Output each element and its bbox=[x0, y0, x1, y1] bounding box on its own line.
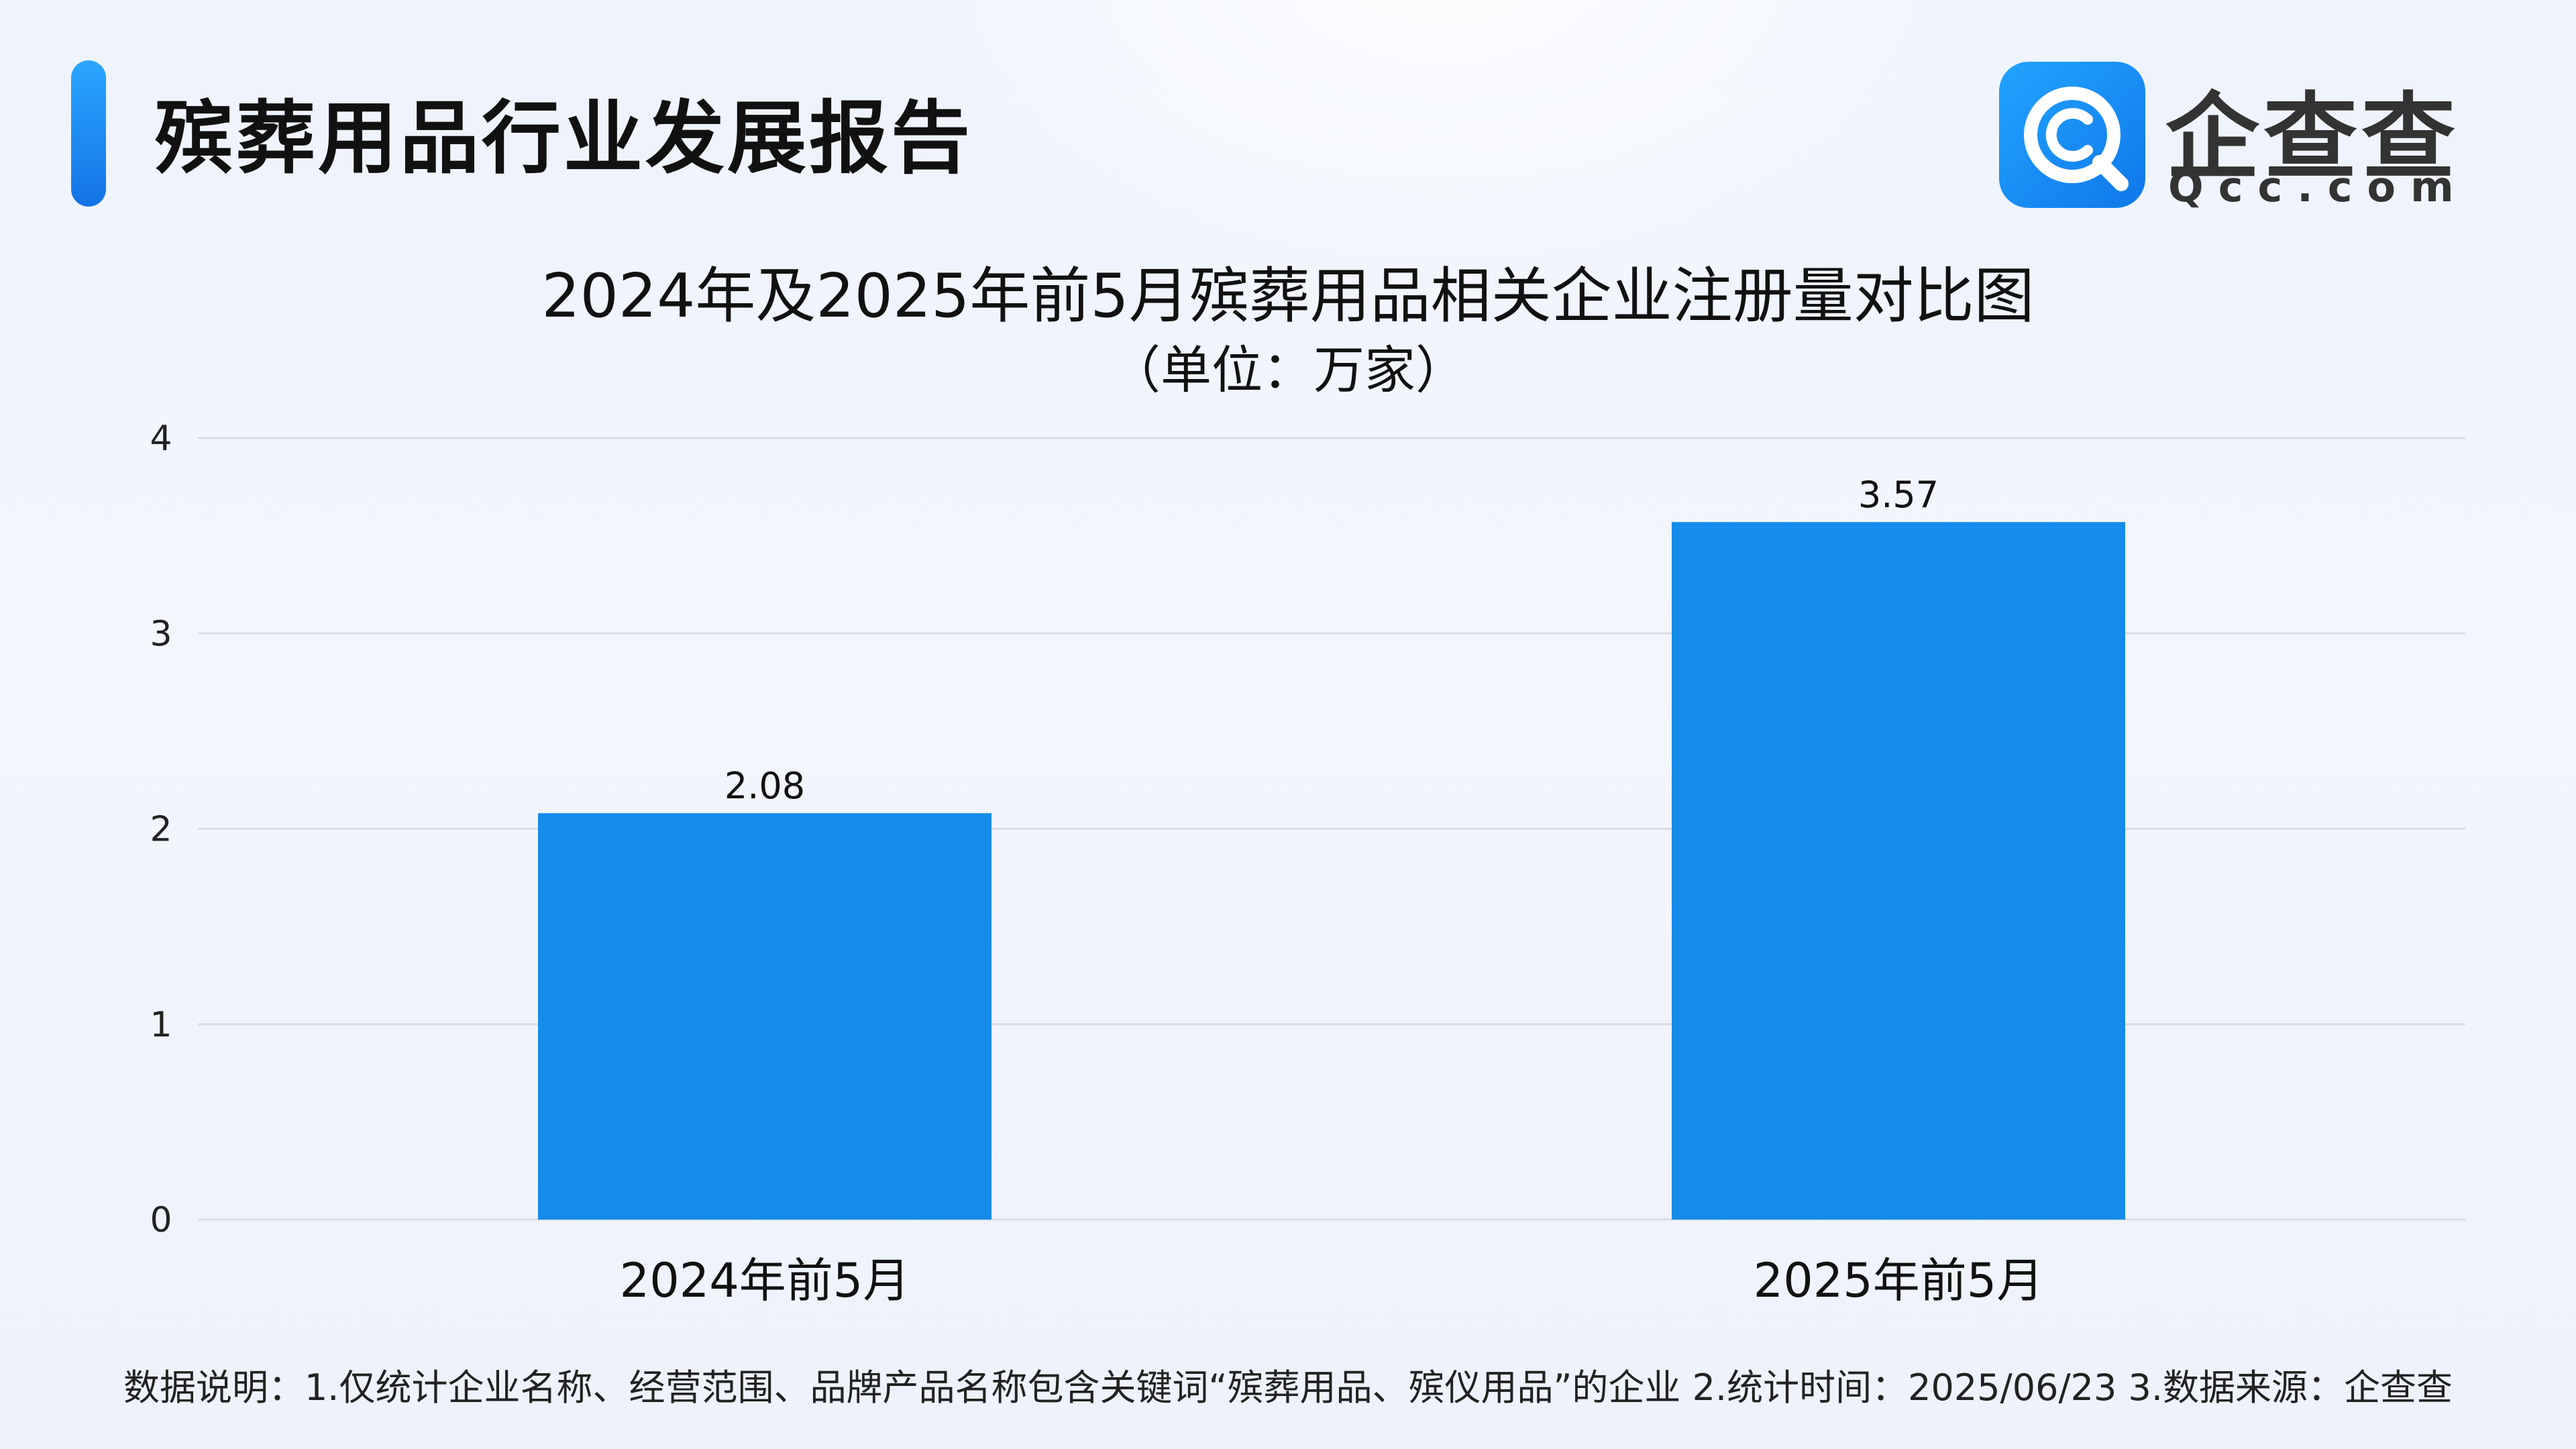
logo-subtext: Qcc.com bbox=[2168, 162, 2469, 211]
qcc-logo-icon bbox=[1999, 62, 2145, 208]
bar bbox=[538, 813, 991, 1220]
bar-value-label: 3.57 bbox=[1858, 474, 1939, 516]
y-tick-label: 2 bbox=[150, 810, 172, 850]
report-title: 殡葬用品行业发展报告 bbox=[154, 92, 973, 184]
qcc-logo: 企查查 Qcc.com bbox=[1999, 62, 2549, 211]
y-tick-label: 4 bbox=[150, 419, 172, 459]
data-footnote: 数据说明：1.仅统计企业名称、经营范围、品牌产品名称包含关键词“殡葬用品、殡仪用… bbox=[123, 1366, 2453, 1409]
title-accent-bar bbox=[71, 60, 106, 207]
chart-subtitle: （单位：万家） bbox=[1110, 340, 1466, 400]
bar-value-label: 2.08 bbox=[724, 765, 805, 807]
chart-title: 2024年及2025年前5月殡葬用品相关企业注册量对比图 bbox=[541, 261, 2035, 331]
y-tick-label: 3 bbox=[150, 614, 172, 654]
y-tick-label: 1 bbox=[150, 1005, 172, 1045]
logo-name: 企查查 bbox=[2165, 83, 2460, 193]
y-tick-label: 0 bbox=[150, 1200, 172, 1240]
bar bbox=[1672, 522, 2125, 1220]
x-category-label: 2025年前5月 bbox=[1754, 1253, 2044, 1308]
x-category-label: 2024年前5月 bbox=[620, 1253, 910, 1308]
